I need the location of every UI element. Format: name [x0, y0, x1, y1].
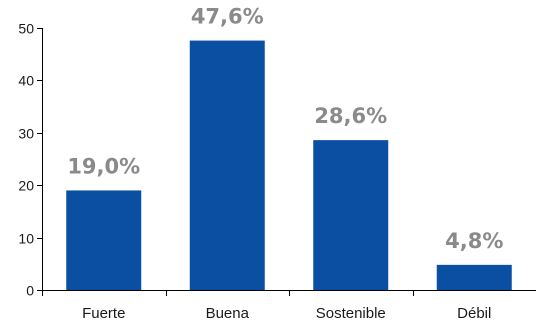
category-label: Débil — [457, 305, 491, 322]
category-label: Sostenible — [316, 305, 386, 322]
y-tick-label: 10 — [18, 231, 34, 247]
bar-fuerte — [66, 190, 142, 290]
data-label: 4,8% — [445, 229, 503, 253]
y-tick-label: 0 — [26, 283, 34, 299]
x-axis — [42, 290, 536, 296]
category-label: Fuerte — [82, 305, 125, 322]
bar-sostenible — [313, 140, 389, 290]
y-tick-label: 30 — [18, 126, 34, 142]
data-label: 28,6% — [314, 104, 387, 128]
data-label: 19,0% — [67, 154, 140, 178]
y-tick-label: 20 — [18, 178, 34, 194]
bar-buena — [189, 40, 265, 290]
category-labels: Fuerte Buena Sostenible Débil — [82, 305, 491, 322]
data-label: 47,6% — [191, 5, 264, 29]
y-axis: 0 10 20 30 40 50 — [18, 21, 43, 299]
data-labels: 19,0% 47,6% 28,6% 4,8% — [67, 5, 503, 253]
bar-débil — [436, 264, 512, 290]
y-tick-label: 40 — [18, 73, 34, 89]
y-tick-label: 50 — [18, 21, 34, 37]
category-label: Buena — [206, 305, 250, 322]
bars — [66, 40, 512, 290]
